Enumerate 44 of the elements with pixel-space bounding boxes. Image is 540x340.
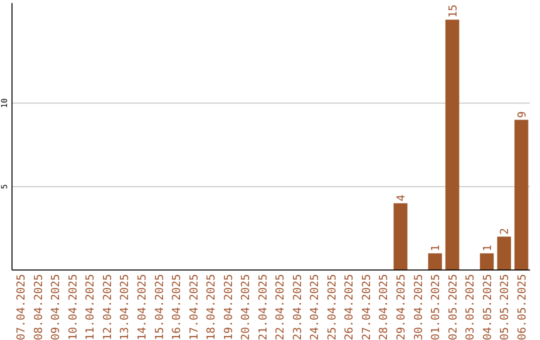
x-tick-label: 09.04.2025 [49,274,62,340]
x-tick-label: 29.04.2025 [394,274,408,340]
x-tick-label: 21.04.2025 [256,274,270,340]
x-tick-label: 15.04.2025 [152,274,166,340]
x-tick-label: 19.04.2025 [222,274,235,340]
x-tick-label: 01.05.2025 [429,274,442,340]
data-label: 4 [394,194,408,202]
x-tick-label: 18.04.2025 [204,274,218,340]
x-tick-label: 05.05.2025 [498,274,512,340]
x-tick-label: 04.05.2025 [480,274,494,340]
x-tick-label: 16.04.2025 [170,274,184,340]
data-label: 9 [515,111,528,118]
x-tick-label: 22.04.2025 [274,274,287,340]
data-label: 1 [480,244,494,252]
bar [497,236,512,270]
bar [514,120,528,270]
x-tick-label: 23.04.2025 [290,274,304,340]
x-tick-label: 14.04.2025 [136,274,148,340]
x-tick-label: 20.04.2025 [239,274,252,340]
data-label: 15 [446,4,460,18]
y-tick-label: 5 [0,184,9,189]
bar [428,253,442,270]
x-tick-label: 24.04.2025 [308,274,322,340]
x-tick-label: 17.04.2025 [187,274,200,340]
x-tick-label: 11.04.2025 [84,274,97,340]
bar [445,20,460,270]
data-label: 1 [429,244,442,252]
x-tick-label: 30.04.2025 [412,274,425,340]
x-tick-label: 13.04.2025 [118,274,132,340]
y-tick-label: 10 [0,98,9,108]
x-tick-label: 08.04.2025 [32,274,45,340]
x-tick-label: 10.04.2025 [66,274,80,340]
bar [394,203,408,270]
bar [480,253,494,270]
x-tick-label: 27.04.2025 [360,274,373,340]
x-tick-label: 06.05.2025 [515,274,528,340]
x-tick-label: 02.05.2025 [446,274,460,340]
data-label: 2 [498,228,512,235]
x-tick-label: 26.04.2025 [342,274,356,340]
x-tick-label: 25.04.2025 [325,274,338,340]
x-tick-label: 12.04.2025 [100,274,114,340]
x-tick-label: 28.04.2025 [377,274,390,340]
x-tick-label: 03.05.2025 [464,274,477,340]
x-tick-label: 07.04.2025 [14,274,28,340]
